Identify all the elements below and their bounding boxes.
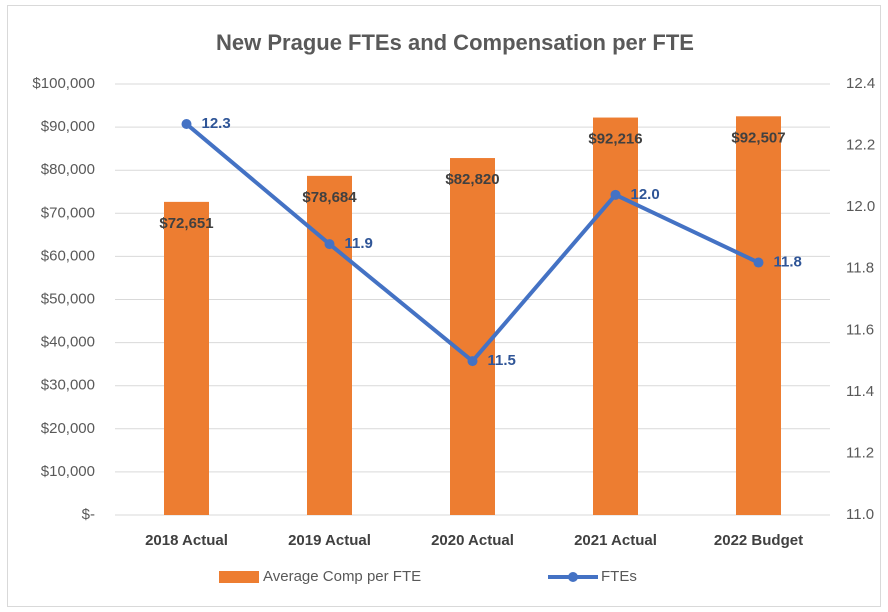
- y2-tick-label: 12.2: [846, 137, 875, 154]
- legend-marker: [568, 572, 578, 582]
- chart-title: New Prague FTEs and Compensation per FTE: [216, 30, 694, 55]
- y2-tick-label: 12.4: [846, 75, 875, 92]
- y-tick-label: $50,000: [41, 290, 95, 307]
- bar-label: $92,216: [588, 131, 642, 148]
- y-tick-label: $100,000: [32, 75, 95, 92]
- bar: [307, 175, 352, 516]
- legend-label: FTEs: [601, 568, 637, 585]
- y-tick-label: $20,000: [41, 420, 95, 437]
- y-tick-label: $90,000: [41, 118, 95, 135]
- bar-label: $82,820: [445, 171, 499, 188]
- line-marker: [610, 189, 621, 200]
- bar-label: $72,651: [159, 215, 213, 232]
- y2-tick-label: 11.2: [846, 444, 874, 461]
- bar: [593, 117, 638, 515]
- line-label: 12.3: [202, 115, 231, 132]
- line-label: 12.0: [631, 186, 660, 203]
- y-tick-label: $10,000: [41, 463, 95, 480]
- legend-label: Average Comp per FTE: [263, 568, 421, 585]
- x-tick-label: 2020 Actual: [431, 532, 514, 549]
- x-tick-label: 2018 Actual: [145, 532, 228, 549]
- line-marker: [753, 257, 764, 268]
- bar: [164, 201, 209, 515]
- y-tick-label: $30,000: [41, 377, 95, 394]
- y-tick-label: $80,000: [41, 161, 95, 178]
- line-label: 11.9: [345, 235, 373, 252]
- y2-tick-label: 12.0: [846, 198, 875, 215]
- bar-label: $92,507: [731, 129, 785, 146]
- y2-tick-label: 11.4: [846, 383, 874, 400]
- line-marker: [181, 119, 192, 130]
- y-tick-label: $40,000: [41, 334, 95, 351]
- x-tick-label: 2022 Budget: [714, 532, 803, 549]
- line-label: 11.5: [488, 352, 516, 369]
- x-tick-label: 2019 Actual: [288, 532, 371, 549]
- y-tick-label: $60,000: [41, 247, 95, 264]
- bar: [736, 116, 781, 515]
- chart-frame: [7, 5, 881, 607]
- x-tick-label: 2021 Actual: [574, 532, 657, 549]
- y2-tick-label: 11.6: [846, 321, 874, 338]
- line-marker: [324, 239, 335, 250]
- legend-swatch: [219, 571, 259, 583]
- y2-tick-label: 11.8: [846, 260, 874, 277]
- y-tick-label: $-: [82, 506, 95, 523]
- line-marker: [467, 356, 478, 367]
- bar: [450, 158, 495, 515]
- y-tick-label: $70,000: [41, 204, 95, 221]
- line-label: 11.8: [774, 254, 802, 271]
- bar-label: $78,684: [302, 189, 357, 206]
- y2-tick-label: 11.0: [846, 506, 874, 523]
